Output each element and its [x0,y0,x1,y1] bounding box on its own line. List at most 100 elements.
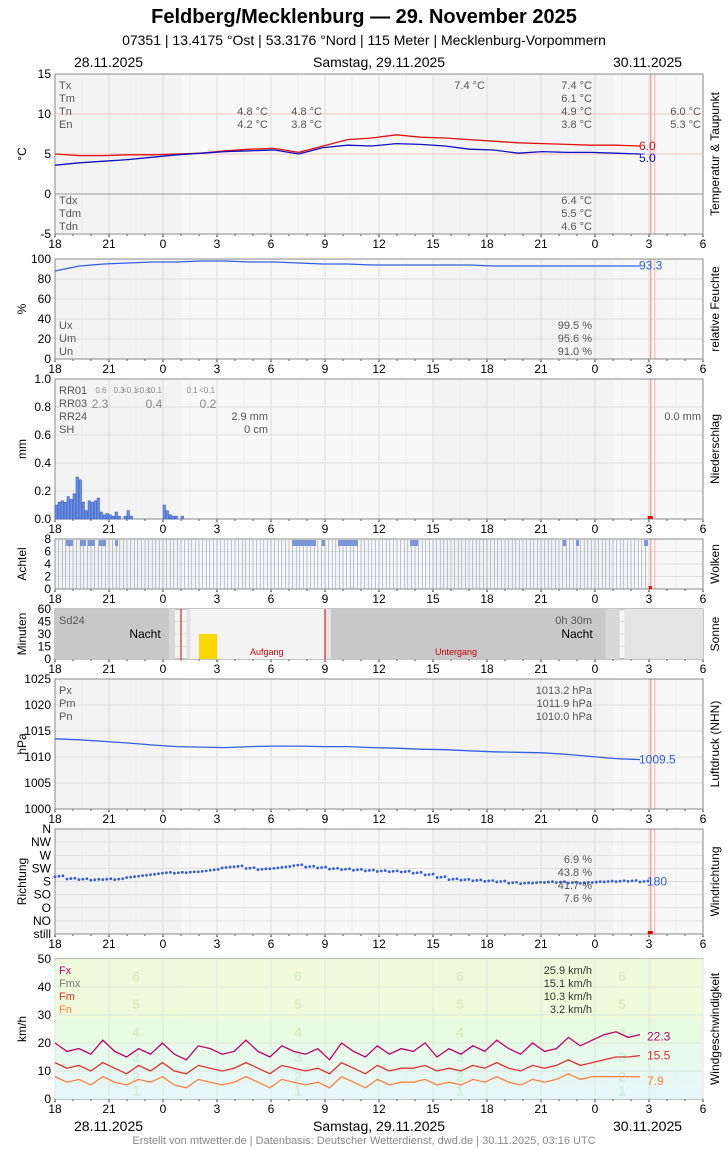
x-tick-label: 21 [534,662,548,676]
x-tick-label: 6 [268,937,275,951]
y-tick-label: 8 [44,532,51,546]
night-band [55,609,172,659]
stat-value: 1010.0 hPa [536,711,593,723]
night-shade [433,679,613,809]
wind-direction-point [419,870,423,874]
end-label-pressure: 1009.5 [639,753,676,767]
stat-label: En [59,119,72,131]
precip-bar [117,515,121,520]
x-tick-label: 0 [160,812,167,826]
wind-direction-point [439,875,443,879]
wind-direction-point [539,880,542,884]
wind-direction-point [93,878,97,882]
stat-label: Fn [59,1004,72,1016]
x-tick-label: 0 [592,362,599,376]
wind-direction-point [117,877,121,881]
wind-direction-point [598,880,602,884]
wind-direction-point [300,863,304,867]
wind-direction-point [216,867,220,871]
cloud-overcast-block [338,540,358,546]
x-tick-label: 0 [160,1102,167,1116]
x-tick-label: 6 [700,1102,707,1116]
stat-label: SH [59,424,74,436]
wind-direction-point [547,880,550,884]
x-tick-label: 21 [102,937,116,951]
stat-value: 3.2 km/h [550,1004,592,1016]
wind-direction-point [483,879,487,883]
wind-direction-point [188,870,192,874]
y-tick-label: SO [34,888,51,902]
x-tick-label: 0 [592,662,599,676]
y-tick-label: N [42,822,51,836]
wind-direction-point [133,875,136,879]
wind-direction-point [642,880,646,883]
x-tick-label: 21 [102,812,116,826]
dewpoint-line [54,142,641,166]
end-label-humidity: 93.3 [639,259,663,273]
rr01-value: 0.6 [95,386,107,395]
rr03-value: 0.2 [200,397,217,411]
beaufort-label: 1 [618,1083,626,1099]
now-dot [647,516,653,519]
x-tick-label: 3 [214,362,221,376]
precip-bar [72,493,76,520]
y-axis-label: Achtel [15,547,29,580]
x-tick-label: 12 [372,522,386,536]
wind-direction-point [192,870,196,874]
x-tick-label: 6 [700,237,707,251]
side-label: relative Feuchte [708,266,722,352]
stat-label: Pm [59,698,76,710]
stat-value: 25.9 km/h [544,965,592,977]
stat-label: Fm [59,991,75,1003]
wind-direction-point [236,864,240,868]
y-tick-label: 40 [38,312,52,326]
x-tick-label: 3 [646,362,653,376]
x-tick-label: 21 [534,1102,548,1116]
footer-credits: Erstellt von mtwetter.de | Datenbasis: D… [132,1135,596,1147]
x-tick-label: 15 [426,522,440,536]
pressure-line [54,738,641,761]
precip-bar [171,515,175,520]
wind-direction-point [153,872,156,876]
stat-value: 95.6 % [558,333,592,345]
x-tick-label: 0 [592,937,599,951]
y-tick-label: S [43,875,51,889]
cloud-overcast-block [66,540,73,546]
dusk-band [325,609,331,659]
stat-value: 91.0 % [558,346,592,358]
x-tick-label: 18 [48,237,62,251]
y-tick-label: 80 [38,272,52,286]
stat-value: 5.3 °C [670,119,701,131]
wind-direction-point [157,872,160,876]
wind-direction-point [399,870,403,874]
stat-value: 99.5 % [558,320,592,332]
wind-direction-point [371,868,375,872]
rr01-value: <0.1 [122,386,138,395]
wind-direction-point [578,881,582,885]
day-label-bottom-right: 30.11.2025 [613,1118,683,1134]
wind-direction-point [503,879,507,883]
y-tick-label: 60 [38,292,52,306]
wind-direction-point [379,869,383,873]
x-tick-label: 3 [646,937,653,951]
cloud-overcast-block [563,540,566,546]
beaufort-label: 6 [132,968,140,984]
wind-direction-point [284,865,288,869]
x-tick-label: 0 [160,362,167,376]
x-tick-label: 21 [102,522,116,536]
x-tick-label: 3 [646,592,653,606]
x-tick-label: 3 [214,237,221,251]
wind-direction-point [471,879,475,883]
cloud-overcast-block [99,540,106,546]
wind-direction-point [467,877,471,881]
wind-direction-point [172,871,176,875]
beaufort-label: 5 [132,996,140,1012]
wind-direction-point [423,873,427,877]
x-tick-label: 18 [48,592,62,606]
wind-direction-point [531,881,534,885]
precip-bar [114,511,118,520]
rr01-value: 0.3 [113,386,125,395]
wind-direction-point [169,870,172,874]
stat-value: 6.1 °C [561,93,592,105]
